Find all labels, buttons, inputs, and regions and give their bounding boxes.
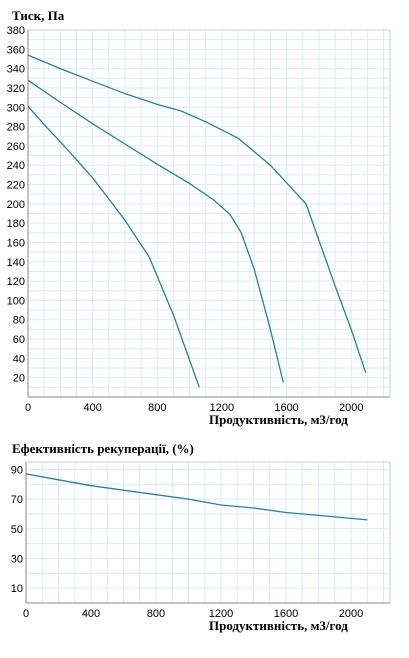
efficiency-y-tick-label: 10 <box>11 583 23 595</box>
efficiency-x-axis-label: Продуктивність, м3/год <box>209 618 348 633</box>
pressure-y-tick-label: 300 <box>7 102 25 114</box>
pressure-series-line-2 <box>27 79 284 383</box>
efficiency-y-tick-label: 30 <box>11 553 23 565</box>
pressure-chart: Тиск, Па 20 40 60 80 100 120 140 160 180 200 220 24… <box>7 8 391 427</box>
efficiency-x-tick-label: 400 <box>82 608 100 620</box>
pressure-axes <box>27 29 391 398</box>
pressure-x-tick-label: 2000 <box>339 402 363 414</box>
efficiency-grid <box>26 462 390 603</box>
efficiency-x-tick-label: 800 <box>147 608 165 620</box>
pressure-grid <box>28 29 390 397</box>
pressure-y-tick-label: 260 <box>7 141 25 153</box>
pressure-x-ticks: 0 400 800 1200 1600 2000 <box>25 402 364 414</box>
pressure-x-tick-label: 1200 <box>210 402 234 414</box>
efficiency-y-tick-label: 50 <box>11 524 23 536</box>
pressure-x-tick-label: 400 <box>83 402 101 414</box>
efficiency-series-line-1 <box>25 473 368 521</box>
pressure-y-tick-label: 40 <box>13 353 25 365</box>
efficiency-axes <box>25 461 391 604</box>
efficiency-x-tick-label: 1200 <box>209 608 233 620</box>
pressure-y-tick-label: 240 <box>7 160 25 172</box>
pressure-y-tick-label: 320 <box>7 83 25 95</box>
pressure-series-line-3 <box>27 54 367 374</box>
pressure-y-tick-label: 280 <box>7 122 25 134</box>
efficiency-series <box>25 473 368 521</box>
pressure-y-ticks: 20 40 60 80 100 120 140 160 180 200 220 240 260 280 30… <box>7 25 25 385</box>
efficiency-y-tick-label: 90 <box>11 464 23 476</box>
efficiency-x-ticks: 0 400 800 1200 1600 2000 <box>23 608 363 620</box>
pressure-y-tick-label: 60 <box>13 334 25 346</box>
efficiency-y-tick-label: 70 <box>11 494 23 506</box>
pressure-series <box>27 54 367 388</box>
pressure-y-tick-label: 200 <box>7 199 25 211</box>
pressure-y-tick-label: 100 <box>7 295 25 307</box>
pressure-y-tick-label: 80 <box>13 315 25 327</box>
pressure-y-tick-label: 20 <box>13 373 25 385</box>
efficiency-chart: Ефективність рекуперації, (%) 10 30 50 70 90… <box>11 441 391 633</box>
pressure-y-tick-label: 180 <box>7 218 25 230</box>
pressure-x-axis-label: Продуктивність, м3/год <box>209 412 348 427</box>
pressure-y-tick-label: 120 <box>7 276 25 288</box>
efficiency-x-tick-label: 1600 <box>274 608 298 620</box>
pressure-x-tick-label: 800 <box>148 402 166 414</box>
pressure-x-tick-label: 1600 <box>274 402 298 414</box>
efficiency-chart-title: Ефективність рекуперації, (%) <box>12 441 194 456</box>
pressure-y-tick-label: 160 <box>7 237 25 249</box>
pressure-chart-title: Тиск, Па <box>12 8 65 23</box>
efficiency-x-tick-label: 0 <box>23 608 29 620</box>
pressure-y-tick-label: 140 <box>7 257 25 269</box>
pressure-series-line-1 <box>27 105 200 388</box>
efficiency-x-tick-label: 2000 <box>339 608 363 620</box>
pressure-x-tick-label: 0 <box>25 402 31 414</box>
pressure-y-tick-label: 360 <box>7 44 25 56</box>
efficiency-y-ticks: 10 30 50 70 90 <box>11 464 23 595</box>
pressure-y-tick-label: 340 <box>7 64 25 76</box>
pressure-y-tick-label: 380 <box>7 25 25 37</box>
pressure-y-tick-label: 220 <box>7 180 25 192</box>
efficiency-plot-frame <box>25 461 391 604</box>
